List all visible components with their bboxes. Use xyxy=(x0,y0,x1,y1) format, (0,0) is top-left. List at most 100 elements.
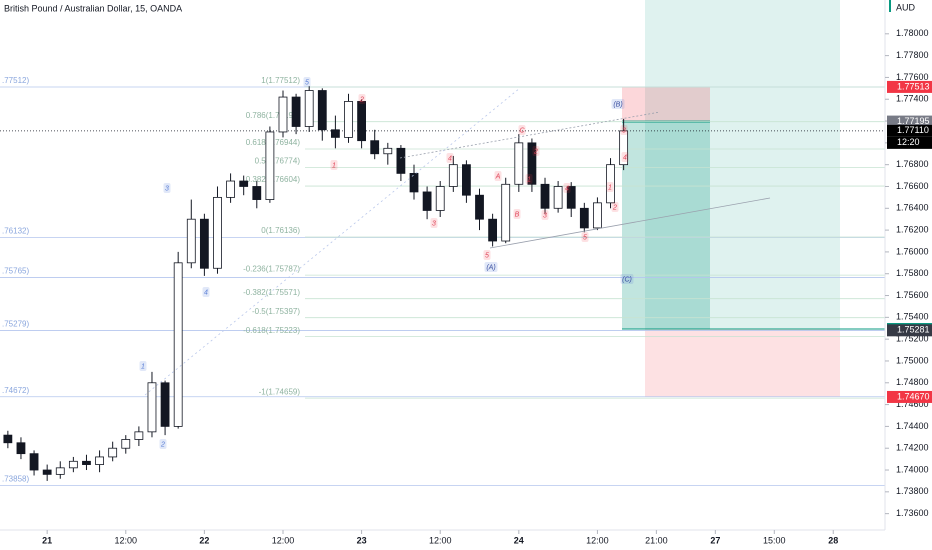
candle-body xyxy=(619,130,629,166)
candle-body xyxy=(68,460,78,469)
wave-label: 2 xyxy=(533,148,538,155)
candle-body xyxy=(108,447,118,458)
candle-body xyxy=(422,191,432,211)
x-tick-label: 27 xyxy=(710,535,720,545)
candle-body xyxy=(160,382,170,427)
price-label: 1.77195 xyxy=(897,116,930,126)
wave-badge xyxy=(611,202,619,212)
candle-body xyxy=(553,186,563,209)
fib-label: -0.618(1.75223) xyxy=(243,326,300,335)
wave-label: 2 xyxy=(359,96,364,103)
level-label: .75765) xyxy=(2,267,29,276)
wave-badge xyxy=(139,361,147,371)
candle-body xyxy=(226,180,235,198)
wave-label: (B) xyxy=(613,101,622,108)
wave-label: 2 xyxy=(160,441,165,448)
candle-body xyxy=(95,456,104,465)
wave-badge xyxy=(541,210,549,220)
wave-badge xyxy=(159,439,167,449)
candle-body xyxy=(396,147,406,174)
wave-label: 3 xyxy=(432,220,436,227)
candle-body xyxy=(173,262,183,427)
wave-label: 4 xyxy=(623,154,627,161)
short-target-zone xyxy=(622,121,710,330)
wave-label: B xyxy=(515,211,520,218)
level-label: .75279) xyxy=(2,320,29,329)
wave-label: 1 xyxy=(527,176,531,183)
wave-label: C xyxy=(519,127,525,134)
level-label: .76132) xyxy=(2,227,29,236)
wave-label: 1 xyxy=(332,162,336,169)
y-tick-label: 1.75000 xyxy=(896,355,929,365)
wave-badge xyxy=(620,274,634,284)
wave-badge xyxy=(611,99,625,109)
candle-body xyxy=(55,467,65,475)
currency: AUD xyxy=(896,2,916,12)
candle-body xyxy=(121,439,131,449)
y-tick-label: 1.75600 xyxy=(896,290,929,300)
y-tick-label: 1.74400 xyxy=(896,421,929,431)
fib-label: 0.786(1.77194) xyxy=(246,111,301,120)
wave-label: 1 xyxy=(608,184,612,191)
candle-body xyxy=(514,142,524,185)
wave-label: 5 xyxy=(583,234,587,241)
candle-body xyxy=(475,194,484,220)
wave-badge xyxy=(494,171,502,181)
price-badge xyxy=(887,390,932,403)
y-tick-label: 1.76600 xyxy=(896,181,929,191)
candle-body xyxy=(42,469,52,475)
x-tick-label: 23 xyxy=(357,535,367,545)
candle-body xyxy=(304,90,314,127)
fib-label: -0.5(1.75397) xyxy=(252,307,300,316)
wave-badge xyxy=(163,183,171,193)
price-badge xyxy=(887,115,932,128)
wave-label: 4 xyxy=(448,155,452,162)
candle-body xyxy=(501,183,511,242)
wave-badge xyxy=(581,232,589,242)
candle-body xyxy=(3,434,13,444)
wave-label: 3 xyxy=(622,127,626,134)
candle-body xyxy=(330,129,340,138)
wave-label: 3 xyxy=(543,212,547,219)
candle-body xyxy=(344,101,353,138)
wave-badge xyxy=(525,174,533,184)
candle-body xyxy=(134,431,144,440)
x-tick-label: 21 xyxy=(42,535,52,545)
wave-badge xyxy=(532,146,540,156)
candle-body xyxy=(540,183,550,209)
y-tick-label: 1.77400 xyxy=(896,94,929,104)
fib-label: -0.382(1.75571) xyxy=(243,288,300,297)
y-tick-label: 1.77800 xyxy=(896,50,929,60)
x-tick-label: 22 xyxy=(199,535,209,545)
candle-body xyxy=(357,101,366,142)
candle-body xyxy=(252,186,262,200)
x-tick-label: 12:00 xyxy=(429,535,452,545)
x-tick-label: 24 xyxy=(514,535,524,545)
x-tick-label: 12:00 xyxy=(586,535,609,545)
candle-body xyxy=(527,142,537,185)
candle-body xyxy=(606,164,615,204)
price-badge xyxy=(887,324,932,337)
candle-body xyxy=(462,164,471,196)
price-badge xyxy=(887,80,932,93)
long-target-zone xyxy=(645,0,840,330)
price-label: 1.77110 xyxy=(897,125,929,135)
y-tick-label: 1.75200 xyxy=(896,334,929,344)
wave-badge xyxy=(303,77,311,87)
wave-label: 1 xyxy=(141,363,145,370)
candle-body xyxy=(317,90,327,131)
candle-body xyxy=(29,453,39,471)
fib-label: 0.5(1.76774) xyxy=(255,157,301,166)
x-tick-label: 12:00 xyxy=(272,535,295,545)
plot-area: .77512) .76132) .75765) .75279) .74672) .7385… xyxy=(0,0,885,486)
y-tick-label: 1.74800 xyxy=(896,377,929,387)
price-label: 1.75281 xyxy=(897,325,930,335)
candle-body xyxy=(82,460,91,465)
wave-label: 4 xyxy=(565,185,569,192)
chart-title: British Pound / Australian Dollar, 15, O… xyxy=(4,3,182,13)
y-tick-label: 1.76400 xyxy=(896,203,929,213)
y-tick-label: 1.73800 xyxy=(896,486,929,496)
candle-body xyxy=(383,147,393,155)
x-tick-label: 12:00 xyxy=(115,535,138,545)
y-tick-label: 1.77600 xyxy=(896,72,929,82)
